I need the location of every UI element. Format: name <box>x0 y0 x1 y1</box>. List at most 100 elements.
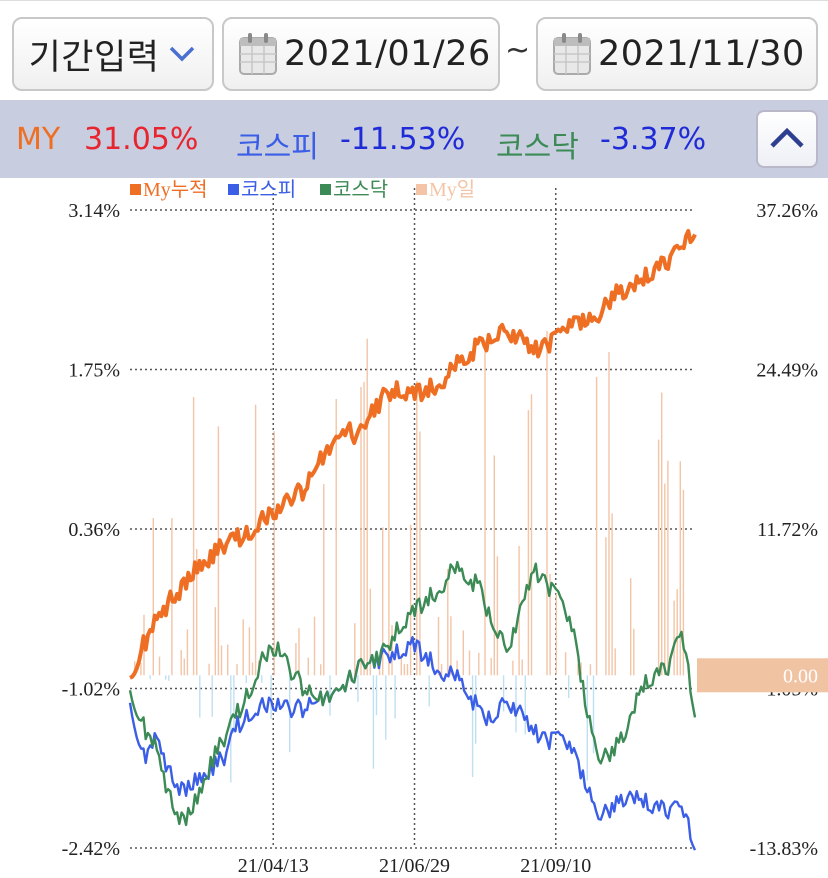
daily-bar <box>521 659 523 676</box>
daily-bar <box>261 675 263 684</box>
daily-bar <box>630 578 632 676</box>
daily-bar <box>214 607 216 676</box>
daily-bar <box>605 537 607 676</box>
zero-badge-label: 0.00 <box>783 665 818 687</box>
series-lines <box>128 228 697 851</box>
daily-bar <box>676 589 678 676</box>
daily-bar <box>475 675 477 744</box>
start-date-picker[interactable]: 2021/01/26 <box>222 17 500 91</box>
daily-bar <box>152 518 154 676</box>
daily-bar <box>502 675 505 712</box>
daily-bar <box>524 675 526 735</box>
daily-bar <box>577 664 579 676</box>
period-toolbar: 기간입력 2021/01/26 ~ 2021/11/30 <box>0 0 828 101</box>
legend-label: 코스피 <box>241 178 296 201</box>
daily-return-bars <box>134 330 685 783</box>
daily-bar <box>568 675 570 698</box>
daily-bar <box>447 568 449 676</box>
daily-bar <box>416 381 418 676</box>
daily-bar <box>183 658 185 676</box>
daily-bar <box>382 527 384 676</box>
daily-bar <box>478 652 480 676</box>
end-date-picker[interactable]: 2021/11/30 <box>536 17 818 91</box>
daily-bar <box>679 461 681 676</box>
left-axis-tick-label: 3.14% <box>68 200 120 222</box>
chevron-down-icon <box>170 46 195 62</box>
right-axis-tick-label: 24.49% <box>756 360 818 382</box>
my-return-value: 31.05% <box>84 122 199 157</box>
daily-bar <box>168 675 170 681</box>
period-select-label: 기간입력 <box>28 37 160 78</box>
daily-bar <box>611 513 613 676</box>
daily-bar <box>320 664 322 676</box>
daily-bar <box>403 664 406 676</box>
daily-bar <box>192 396 195 676</box>
daily-bar <box>586 675 588 781</box>
daily-bar <box>295 642 297 676</box>
left-axis-tick-label: -2.42% <box>62 838 120 860</box>
daily-bar <box>490 658 492 676</box>
daily-bar <box>484 340 486 676</box>
daily-bar <box>564 652 567 676</box>
daily-bar <box>186 629 189 676</box>
my-label: MY <box>16 122 61 157</box>
daily-bar <box>682 489 685 676</box>
left-axis-tick-label: 1.75% <box>68 360 120 382</box>
calendar-icon <box>553 33 591 75</box>
daily-bar <box>233 675 235 734</box>
daily-bar <box>450 616 452 676</box>
daily-bar <box>527 410 530 676</box>
left-axis-tick-label: -1.02% <box>62 679 120 701</box>
daily-bar <box>149 675 151 680</box>
start-date-value: 2021/01/26 <box>284 34 491 74</box>
daily-bar <box>307 657 309 676</box>
legend-label: 코스닥 <box>333 178 388 201</box>
daily-bar <box>199 675 201 718</box>
legend-swatch <box>228 184 239 195</box>
daily-bar <box>180 650 182 676</box>
daily-bar <box>227 644 229 676</box>
period-select[interactable]: 기간입력 <box>12 17 214 91</box>
kospi-return-value: -11.53% <box>340 122 466 157</box>
collapse-button[interactable] <box>756 110 818 168</box>
chart-legend: My누적 코스피 코스닥 My일 <box>130 178 475 201</box>
daily-bar <box>437 617 440 676</box>
daily-bar <box>394 675 396 719</box>
daily-bar <box>313 616 316 676</box>
daily-bar <box>406 664 409 676</box>
return-summary-bar: MY 31.05% 코스피 -11.53% 코스닥 -3.37% <box>0 100 828 178</box>
daily-bar <box>236 664 238 676</box>
daily-bar <box>419 431 421 676</box>
legend-swatch <box>416 184 427 195</box>
calendar-icon <box>239 33 277 75</box>
kosdaq-return-value: -3.37% <box>600 122 707 157</box>
right-axis-tick-label: 37.26% <box>756 200 818 222</box>
daily-bar <box>589 664 592 676</box>
daily-bar <box>614 648 616 676</box>
daily-bar <box>335 398 337 676</box>
daily-bar <box>245 675 247 684</box>
daily-bar <box>366 338 368 676</box>
series-line-My누적 <box>129 228 697 680</box>
daily-bar <box>211 675 213 717</box>
series-line-코스피 <box>128 636 697 851</box>
zero-badge <box>697 658 828 693</box>
daily-bar <box>428 675 430 707</box>
daily-bar <box>363 381 365 676</box>
daily-bar <box>440 664 443 676</box>
daily-bar <box>661 392 663 676</box>
daily-bar <box>165 675 167 680</box>
daily-bar <box>360 386 362 676</box>
daily-bar <box>323 484 325 676</box>
daily-bar <box>657 439 660 676</box>
daily-bar <box>375 675 378 716</box>
kospi-label: 코스피 <box>236 130 319 165</box>
daily-bar <box>329 675 331 716</box>
daily-bar <box>409 524 412 676</box>
daily-bar <box>400 654 402 676</box>
return-chart: 3.14% 37.26% 1.75% 24.49% 0.36% 11.72% -1.02% -… <box>62 178 828 877</box>
daily-bar <box>140 662 142 676</box>
daily-bar <box>372 675 375 769</box>
daily-bar <box>595 376 598 676</box>
daily-bar <box>378 663 381 676</box>
